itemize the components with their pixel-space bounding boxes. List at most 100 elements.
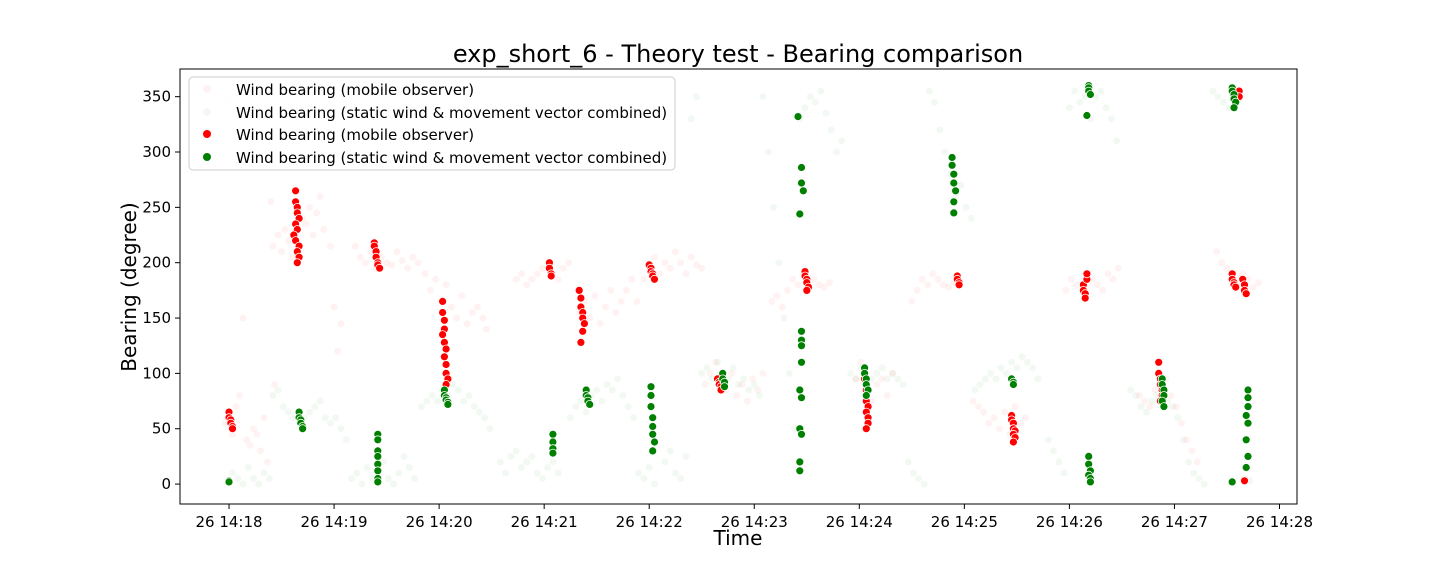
legend-marker-mobile [203, 130, 211, 138]
faint-data-point [1218, 259, 1226, 267]
faint-data-point [612, 309, 620, 316]
data-point [720, 382, 729, 392]
data-point [949, 178, 959, 188]
faint-data-point [990, 414, 998, 422]
faint-data-point [1167, 392, 1175, 399]
faint-data-point [302, 220, 310, 228]
faint-data-point [598, 397, 606, 405]
faint-data-point [687, 115, 695, 123]
faint-data-point [1050, 447, 1058, 455]
faint-data-point [833, 148, 840, 156]
faint-data-point [1113, 137, 1121, 145]
x-axis-ticks: 26 14:18 26 14:19 26 14:20 26 14:21 26 14:22… [195, 504, 1313, 531]
y-tick-label: 50 [152, 420, 171, 438]
faint-data-point [1214, 93, 1222, 101]
faint-data-point [559, 264, 567, 272]
faint-data-point [995, 425, 1003, 433]
faint-data-point [528, 275, 536, 283]
x-tick-label: 26 14:27 [1141, 513, 1208, 531]
faint-data-point [1016, 419, 1024, 427]
faint-data-point [1255, 279, 1262, 287]
faint-data-point [847, 369, 855, 377]
y-tick-label: 250 [142, 198, 171, 216]
faint-data-point [533, 469, 541, 477]
data-point [798, 186, 808, 196]
data-point [861, 391, 871, 400]
faint-data-point [264, 458, 271, 466]
faint-data-point [939, 281, 947, 289]
faint-data-point [1071, 87, 1079, 95]
data-point [1084, 451, 1094, 461]
faint-data-point [281, 226, 289, 233]
data-point [795, 209, 805, 219]
faint-data-point [661, 458, 669, 466]
faint-data-point [353, 469, 361, 477]
faint-data-point [393, 248, 401, 256]
faint-data-point [1169, 403, 1177, 411]
data-point [1086, 90, 1095, 99]
data-point [1241, 463, 1251, 472]
faint-data-point [1023, 358, 1031, 366]
faint-data-point [640, 475, 648, 482]
faint-data-point [889, 369, 897, 377]
faint-data-point [913, 286, 921, 294]
faint-data-point [246, 441, 254, 449]
plot-area-frame [179, 68, 1298, 505]
faint-data-point [423, 397, 431, 405]
data-point [1159, 402, 1169, 412]
faint-data-point [517, 464, 525, 471]
faint-data-point [693, 261, 700, 269]
data-point [373, 466, 383, 476]
faint-data-point [496, 458, 504, 466]
faint-data-point [269, 242, 277, 250]
faint-data-point [390, 480, 398, 488]
faint-data-point [362, 259, 370, 267]
faint-data-point [596, 320, 604, 328]
faint-data-point [321, 414, 329, 422]
faint-data-point [1109, 275, 1117, 283]
faint-data-point [1183, 436, 1191, 444]
faint-data-point [770, 203, 777, 211]
faint-data-point [981, 375, 989, 383]
faint-data-point [785, 369, 793, 377]
faint-data-point [749, 375, 756, 383]
faint-data-point [883, 375, 891, 383]
faint-data-point [633, 297, 641, 305]
faint-data-point [337, 320, 345, 328]
faint-data-point [267, 198, 275, 206]
faint-data-point [1029, 364, 1037, 372]
y-tick-label: 350 [142, 88, 171, 106]
x-tick-label: 26 14:28 [1246, 513, 1313, 531]
data-point [373, 435, 383, 445]
faint-data-point [894, 375, 902, 383]
faint-data-point [253, 430, 261, 438]
faint-data-point [773, 292, 781, 300]
faint-data-point [1001, 408, 1009, 416]
faint-data-point [904, 458, 912, 466]
data-point [949, 208, 959, 218]
faint-data-point [577, 397, 585, 405]
faint-data-point [815, 281, 823, 289]
legend-entry-mobile: Wind bearing (mobile observer) [236, 126, 474, 144]
faint-data-point [738, 381, 746, 388]
data-point [1241, 411, 1251, 420]
faint-data-point [1018, 353, 1026, 361]
faint-data-point [899, 381, 907, 388]
x-axis-label: Time [713, 526, 763, 550]
data-point [793, 112, 803, 121]
faint-data-point [229, 469, 236, 477]
data-point [439, 352, 449, 362]
faint-data-point [812, 98, 819, 106]
legend-marker-mobile-faint [203, 85, 211, 93]
y-tick-label: 100 [142, 364, 171, 382]
faint-data-point [778, 303, 786, 311]
data-point [1229, 103, 1239, 113]
data-point [797, 357, 806, 367]
data-point [373, 477, 383, 487]
faint-data-point [1137, 403, 1145, 411]
faint-data-point [703, 364, 711, 372]
faint-data-point [768, 297, 776, 305]
faint-data-point [838, 137, 846, 145]
faint-data-point [801, 104, 809, 112]
